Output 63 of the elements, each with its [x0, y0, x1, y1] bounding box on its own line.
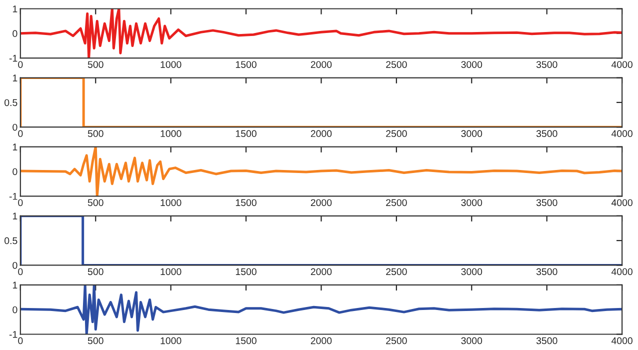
x-tick-label: 1500: [236, 337, 256, 344]
x-tick-label: 3000: [461, 130, 482, 138]
x-tick-label: 500: [88, 61, 104, 68]
x-tick-label: 1500: [236, 199, 256, 206]
y-tick-label: 1: [12, 212, 18, 220]
x-tick-label: 1000: [160, 130, 182, 138]
x-tick-label: 4000: [611, 199, 632, 206]
line-series: [20, 284, 622, 334]
x-tick-label: 3500: [536, 268, 558, 276]
y-tick-label: -1: [9, 54, 18, 62]
y-tick-label: 0: [12, 306, 18, 314]
y-tick-label: 0: [12, 168, 18, 176]
x-tick-label: 0: [18, 199, 23, 206]
x-tick-label: 2500: [386, 199, 407, 206]
x-tick-label: 0: [18, 337, 23, 344]
y-tick-label: -1: [9, 331, 18, 338]
x-tick-label: 3000: [461, 268, 482, 276]
x-tick-label: 500: [88, 337, 104, 344]
x-tick-label: 500: [88, 130, 104, 138]
x-tick-label: 2500: [386, 130, 407, 138]
y-tick-label: 1: [12, 6, 18, 12]
x-tick-label: 500: [88, 268, 104, 276]
x-tick-label: 0: [18, 130, 23, 138]
x-tick-label: 2000: [310, 61, 332, 68]
x-tick-label: 4000: [611, 268, 632, 276]
x-tick-label: 2000: [310, 337, 332, 344]
y-tick-label: 0: [12, 30, 18, 38]
x-tick-label: 3000: [461, 61, 482, 68]
x-tick-label: 3500: [536, 130, 558, 138]
x-tick-label: 2000: [310, 268, 332, 276]
x-tick-label: 1000: [160, 268, 182, 276]
x-tick-label: 2000: [310, 199, 332, 206]
x-tick-label: 3500: [536, 61, 558, 68]
x-tick-label: 2000: [310, 130, 332, 138]
x-tick-label: 3500: [536, 199, 558, 206]
x-tick-label: 1500: [236, 268, 256, 276]
y-tick-label: 1: [12, 282, 18, 288]
x-tick-label: 2500: [386, 61, 407, 68]
line-series: [20, 8, 622, 58]
x-tick-label: 1500: [236, 130, 256, 138]
x-tick-label: 0: [18, 61, 23, 68]
x-tick-label: 4000: [611, 61, 632, 68]
y-tick-label: 1: [12, 74, 18, 82]
y-tick-label: -1: [9, 192, 18, 200]
x-tick-label: 4000: [611, 130, 632, 138]
x-tick-label: 1500: [236, 61, 256, 68]
x-tick-label: 500: [88, 199, 104, 206]
x-tick-label: 4000: [611, 337, 632, 344]
x-tick-label: 3000: [461, 337, 482, 344]
x-tick-label: 1000: [160, 199, 182, 206]
y-tick-label: 0: [12, 262, 18, 269]
x-tick-label: 0: [18, 268, 23, 276]
y-tick-label: 0.5: [4, 99, 18, 106]
x-tick-label: 3000: [461, 199, 482, 206]
y-tick-label: 0: [12, 124, 18, 131]
x-tick-label: 1000: [160, 61, 182, 68]
y-tick-label: 1: [12, 144, 18, 150]
x-tick-label: 3500: [536, 337, 558, 344]
x-tick-label: 1000: [160, 337, 182, 344]
y-tick-label: 0.5: [4, 237, 18, 244]
x-tick-label: 2500: [386, 337, 407, 344]
line-series: [20, 146, 622, 196]
x-tick-label: 2500: [386, 268, 407, 276]
